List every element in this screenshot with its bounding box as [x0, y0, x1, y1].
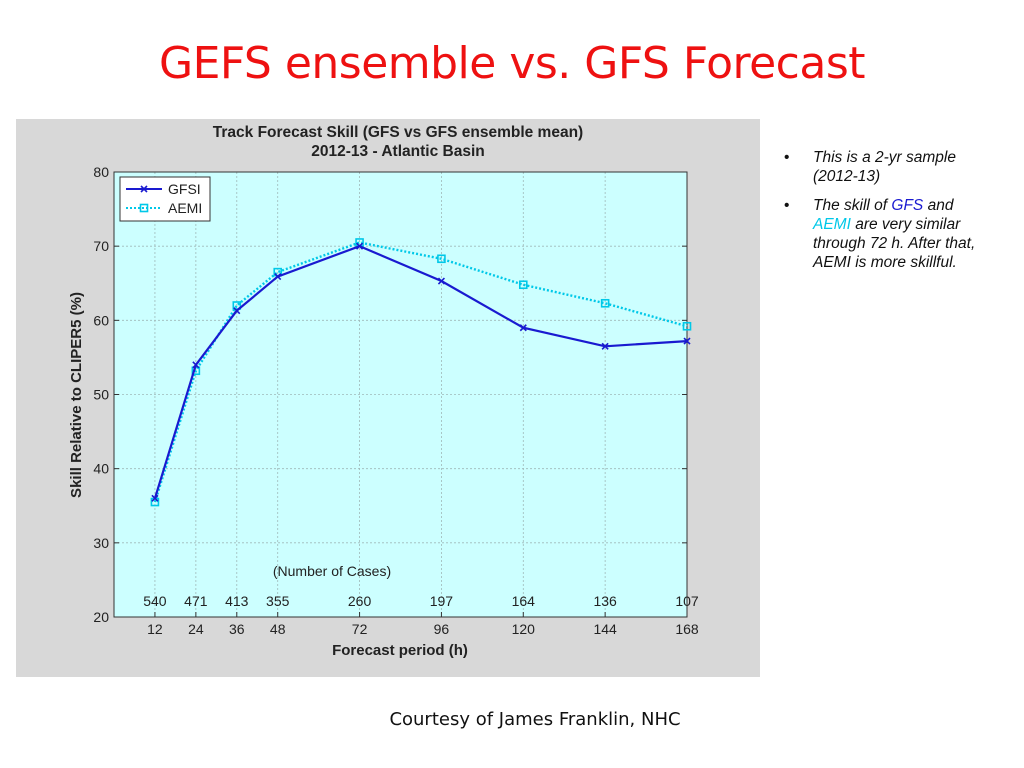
case-count-label: 260 [348, 593, 372, 609]
case-count-label: 136 [593, 593, 617, 609]
slide-title: GEFS ensemble vs. GFS Forecast [158, 38, 866, 89]
x-tick-label: 36 [229, 621, 245, 637]
case-count-label: 197 [430, 593, 454, 609]
x-tick-label: 12 [147, 621, 163, 637]
data-point [600, 298, 610, 308]
legend: GFSI AEMI [119, 176, 211, 222]
axes: 20 30 40 50 60 70 80 12 24 36 48 72 96 120 144 168 [93, 164, 698, 637]
data-point [601, 342, 609, 350]
y-axis-label: Skill Relative to CLIPER5 (%) [68, 292, 85, 498]
legend-label: AEMI [168, 200, 202, 216]
chart-panel: Track Forecast Skill (GFS vs GFS ensembl… [16, 119, 760, 677]
y-tick-label: 80 [93, 164, 109, 180]
data-point-stroke [356, 242, 364, 250]
note-bullet-sample: This is a 2-yr sample (2012-13) [778, 148, 988, 186]
chart-subtitle: 2012-13 - Atlantic Basin [311, 143, 484, 160]
data-point [151, 494, 159, 502]
x-tick-label: 24 [188, 621, 204, 637]
y-tick-label: 40 [93, 461, 109, 477]
legend-box [119, 176, 211, 222]
credit-line: Courtesy of James Franklin, NHC [389, 709, 681, 730]
data-point-stroke [140, 185, 148, 193]
note-aemi-highlight: AEMI [813, 216, 851, 233]
x-tick-label: 48 [270, 621, 286, 637]
data-point [437, 254, 446, 264]
data-point [682, 321, 692, 331]
data-point-stroke [192, 361, 200, 369]
y-tick-label: 50 [93, 387, 109, 403]
case-count-label: 413 [225, 593, 249, 609]
note-bullet-skill: The skill of GFS and AEMI are very simil… [778, 196, 988, 272]
data-point [518, 280, 528, 290]
series [150, 238, 692, 507]
case-count-label: 540 [143, 593, 167, 609]
notes-panel: This is a 2-yr sample (2012-13) The skil… [778, 148, 988, 282]
data-point-stroke [437, 277, 445, 285]
cases-label: (Number of Cases) [273, 563, 391, 579]
chart-title: Track Forecast Skill (GFS vs GFS ensembl… [213, 124, 583, 141]
note-text: and [923, 197, 954, 214]
data-point [519, 324, 527, 332]
x-tick-label: 168 [675, 621, 699, 637]
note-text: The skill of [813, 197, 892, 214]
data-point [139, 203, 149, 213]
x-tick-label: 120 [512, 621, 536, 637]
case-count-label: 164 [512, 593, 536, 609]
data-point-stroke [151, 494, 159, 502]
data-point-stroke [233, 307, 241, 315]
data-point [437, 277, 445, 285]
data-point [192, 361, 200, 369]
data-point-stroke [601, 342, 609, 350]
data-point [683, 337, 691, 345]
case-count-label: 471 [184, 593, 208, 609]
data-point-stroke [274, 273, 282, 281]
data-point [232, 301, 242, 310]
case-count-label: 107 [675, 593, 699, 609]
data-point-stroke [683, 337, 691, 345]
data-point [274, 273, 282, 281]
data-point [140, 185, 148, 193]
data-point-stroke [519, 324, 527, 332]
y-tick-label: 30 [93, 535, 109, 551]
data-point [233, 307, 241, 315]
x-tick-label: 144 [593, 621, 617, 637]
case-count-label: 355 [266, 593, 290, 609]
line-chart: Track Forecast Skill (GFS vs GFS ensembl… [68, 124, 699, 659]
cases-row: 540 471 413 355 260 197 164 136 107 [143, 593, 699, 609]
x-axis-label: Forecast period (h) [332, 642, 468, 659]
y-tick-label: 20 [93, 609, 109, 625]
data-point [356, 242, 364, 250]
note-gfs-highlight: GFS [891, 197, 924, 214]
y-tick-label: 70 [93, 238, 109, 254]
legend-label: GFSI [168, 181, 201, 197]
note-text: are very similar through 72 h. After tha… [813, 216, 976, 271]
y-tick-label: 60 [93, 312, 109, 328]
x-tick-label: 72 [352, 621, 368, 637]
series-gfsi [151, 242, 691, 502]
x-tick-label: 96 [434, 621, 450, 637]
